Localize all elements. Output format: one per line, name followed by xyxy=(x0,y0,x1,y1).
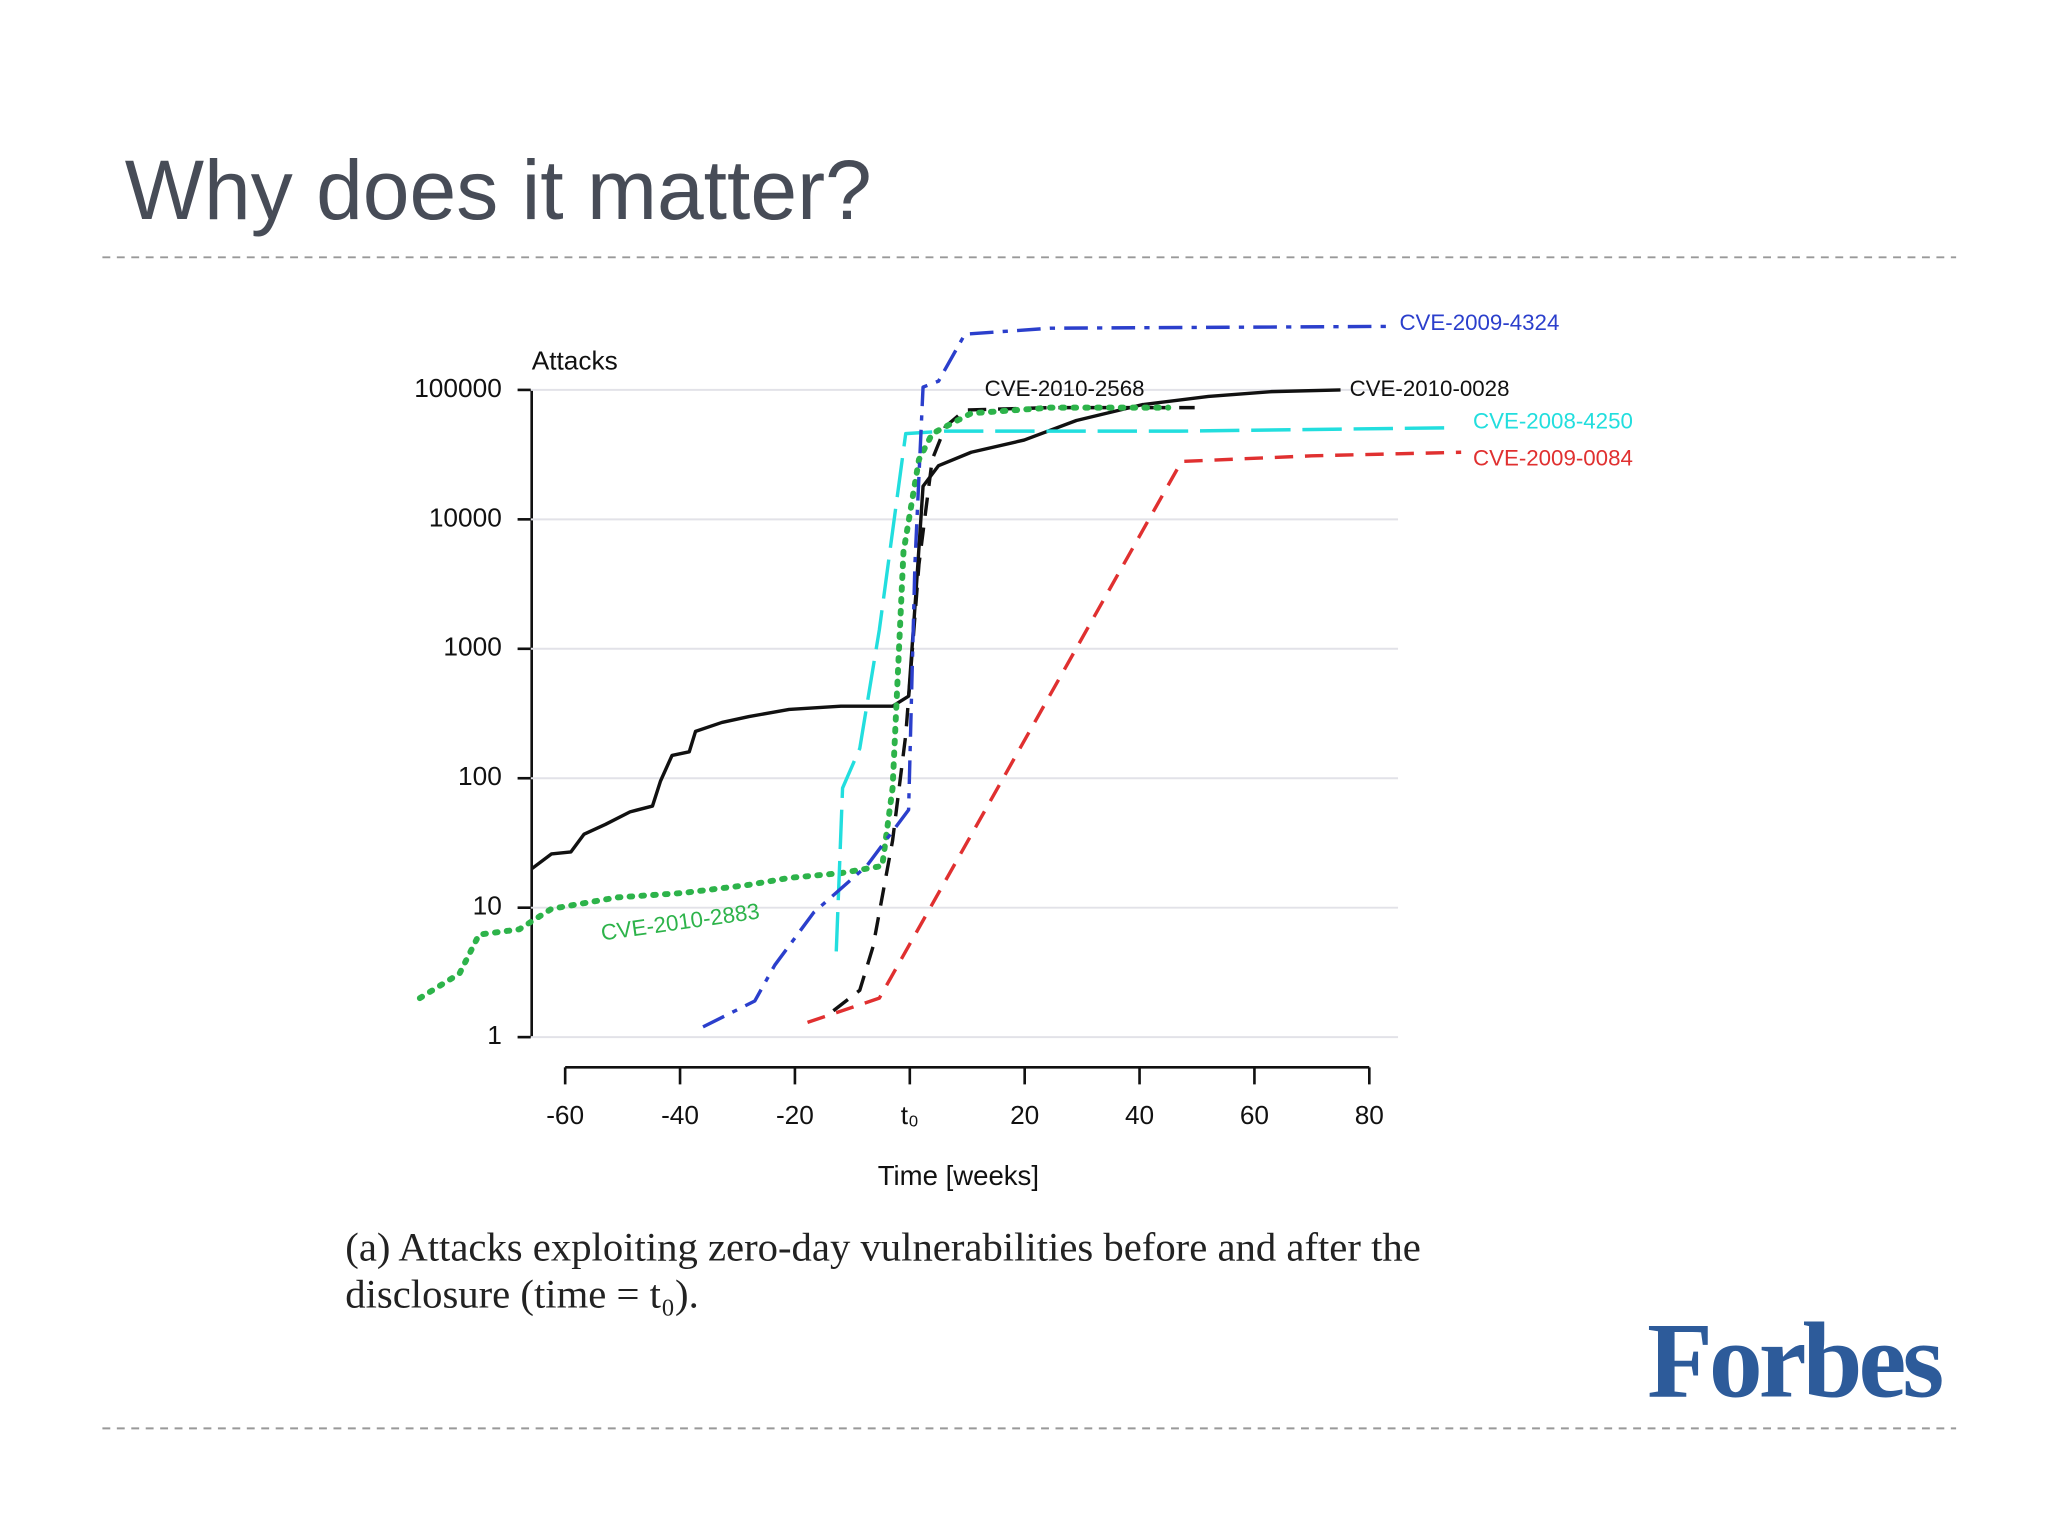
y-axis-label: Attacks xyxy=(532,345,618,375)
logo: Forbes xyxy=(1647,1302,1942,1421)
x-tick-label: 40 xyxy=(1125,1100,1154,1130)
x-axis-label: Time [weeks] xyxy=(878,1160,1039,1191)
x-tick-label: 80 xyxy=(1355,1100,1384,1130)
x-tick-label: -20 xyxy=(776,1100,814,1130)
y-tick-label: 10 xyxy=(473,891,502,921)
y-tick-label: 1 xyxy=(487,1020,502,1050)
series-line xyxy=(702,324,1393,1029)
series-line xyxy=(416,404,1172,1002)
series-label: CVE-2010-0028 xyxy=(1350,376,1510,401)
series-label: CVE-2010-2568 xyxy=(985,376,1145,401)
x-tick-label: -60 xyxy=(546,1100,584,1130)
y-tick-label: 100000 xyxy=(414,373,502,403)
caption: (a) Attacks exploiting zero-day vulnerab… xyxy=(345,1224,1421,1269)
series-line xyxy=(530,388,1341,871)
series-line xyxy=(834,426,1456,952)
y-tick-label: 1000 xyxy=(443,632,501,662)
x-tick-label: 20 xyxy=(1010,1100,1039,1130)
y-tick-label: 100 xyxy=(458,761,502,791)
slide-title: Why does it matter? xyxy=(125,143,872,237)
series-line xyxy=(832,405,1195,1013)
x-tick-label: 60 xyxy=(1240,1100,1269,1130)
series-label: CVE-2008-4250 xyxy=(1473,409,1633,434)
series-label: CVE-2009-4324 xyxy=(1399,310,1559,335)
y-tick-label: 10000 xyxy=(429,502,502,532)
series-label: CVE-2009-0084 xyxy=(1473,445,1633,470)
caption: disclosure (time = t₀). xyxy=(345,1272,699,1317)
x-tick-label: t₀ xyxy=(901,1100,919,1130)
x-tick-label: -40 xyxy=(661,1100,699,1130)
series-label: CVE-2010-2883 xyxy=(599,899,761,946)
